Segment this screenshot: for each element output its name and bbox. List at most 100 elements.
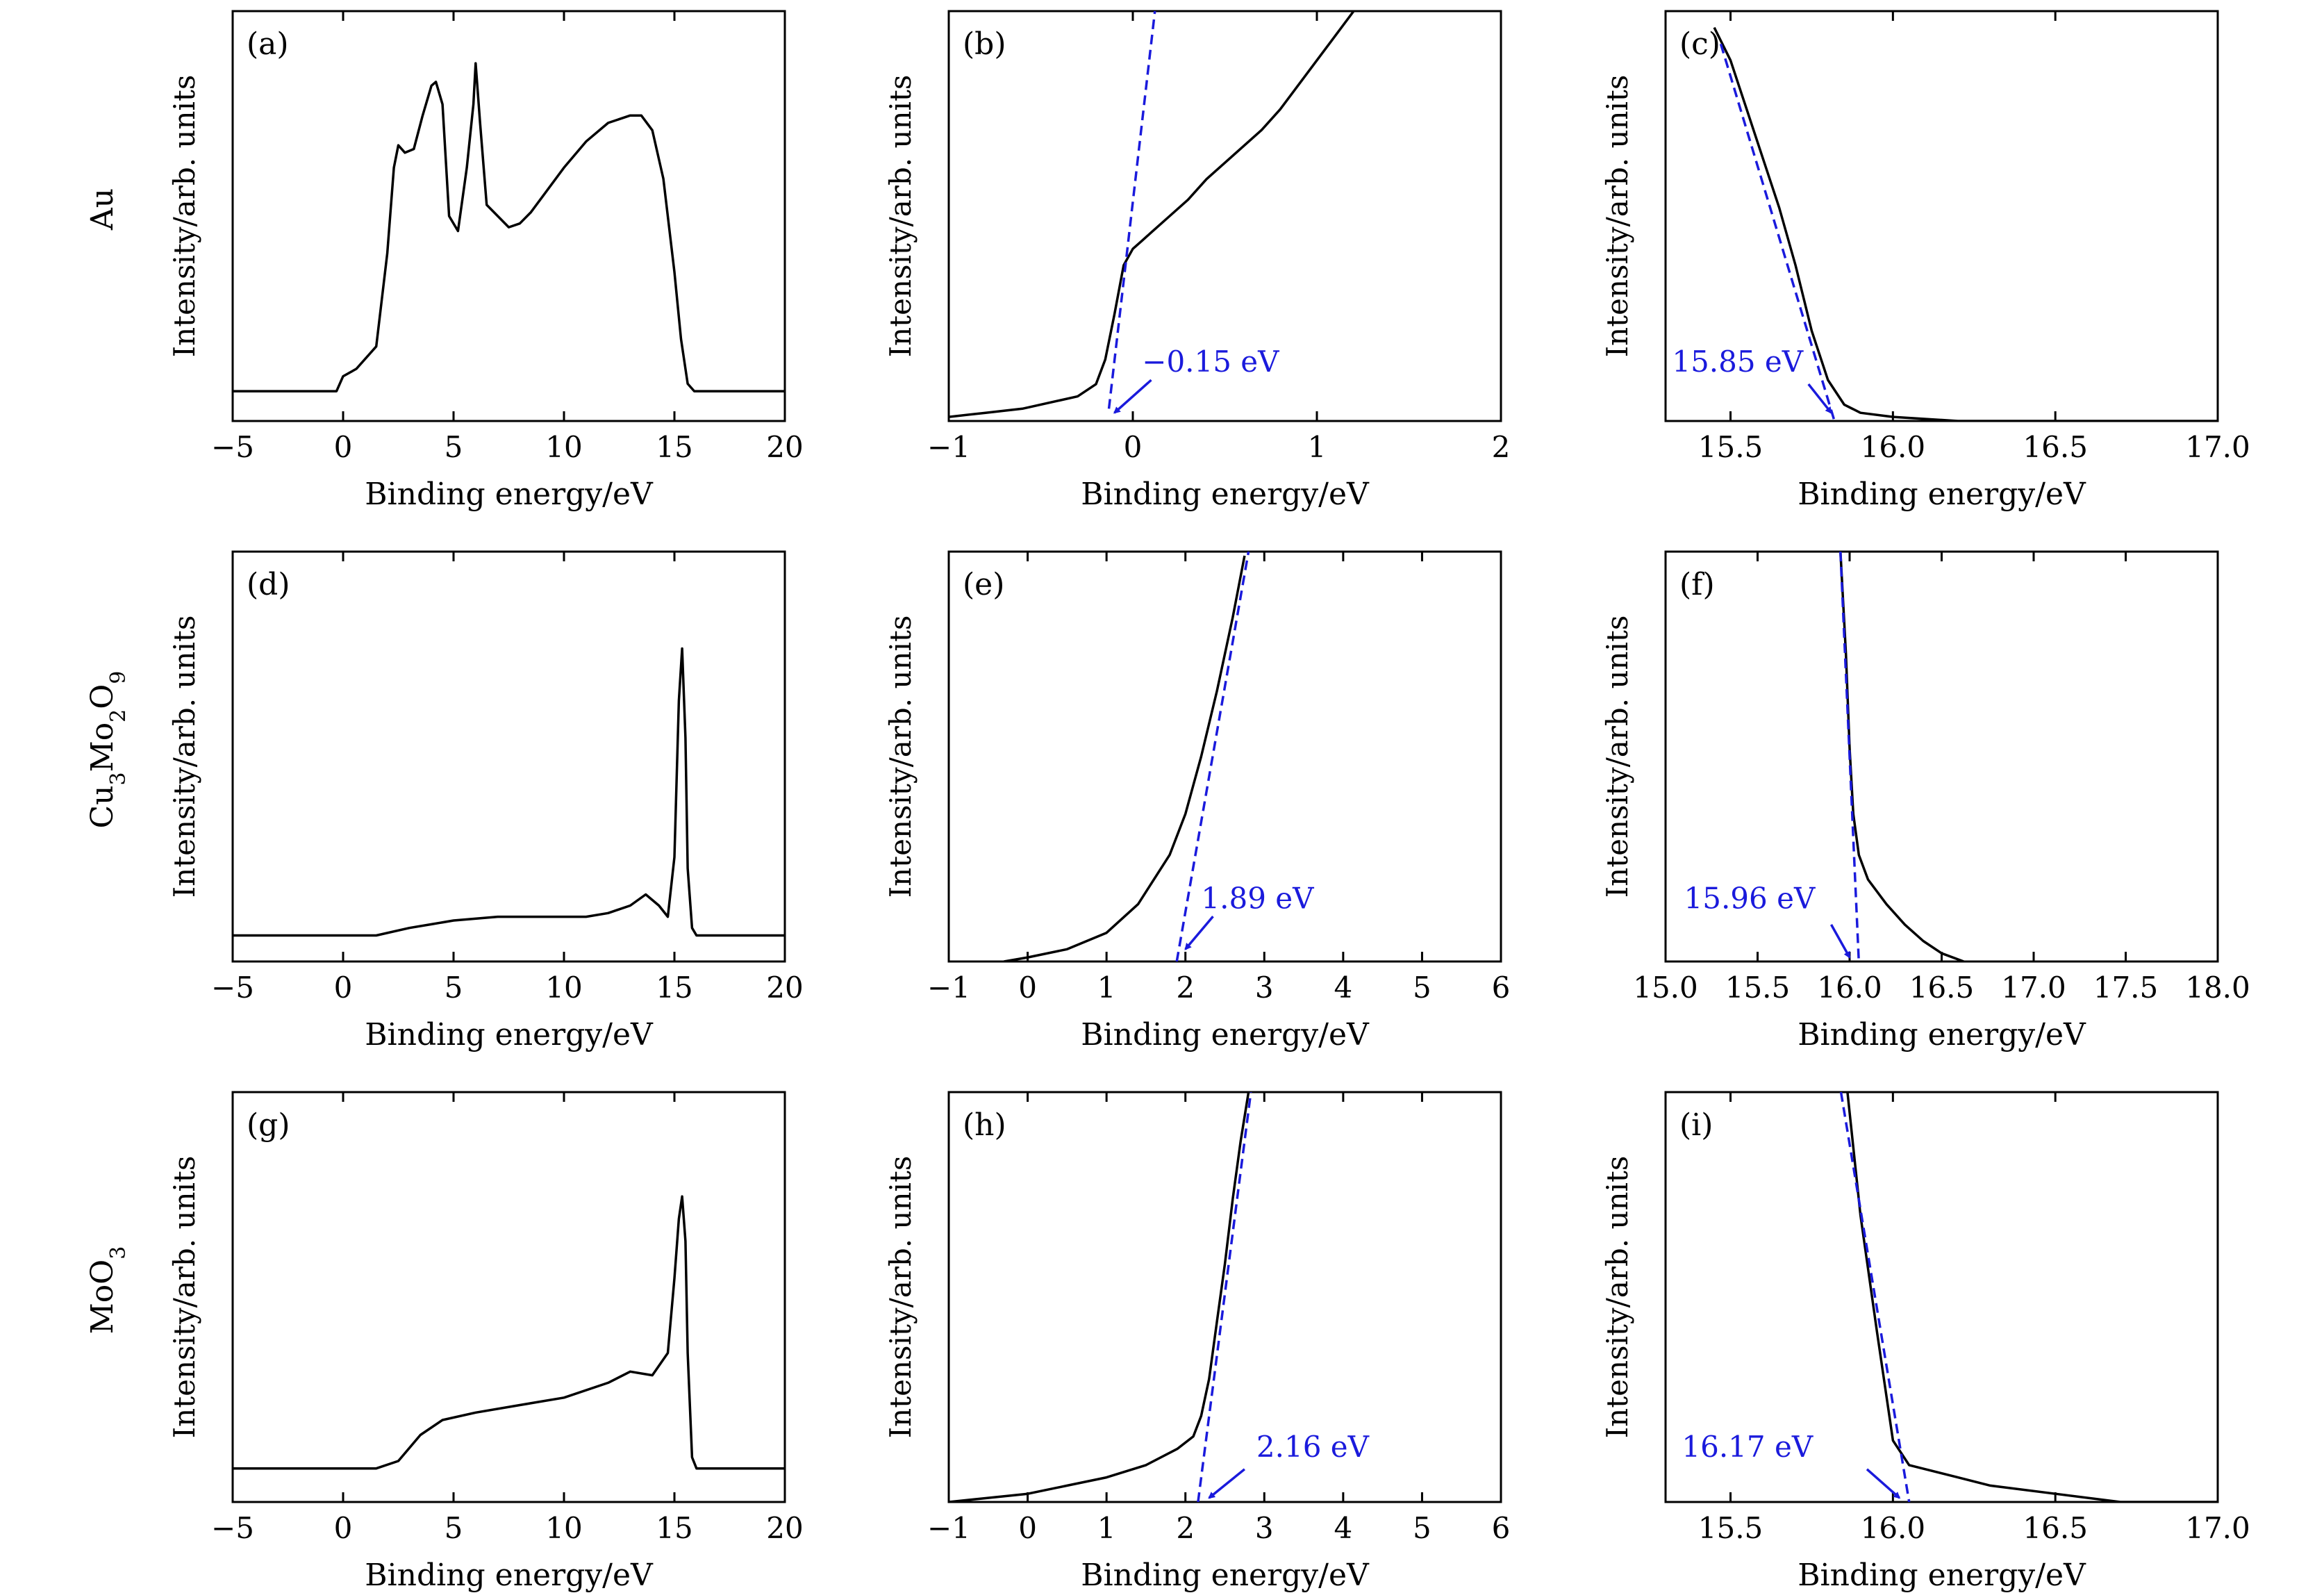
x-tick-label: 17.0 xyxy=(2185,1511,2250,1545)
panel-label: (d) xyxy=(247,567,290,602)
y-axis-label: Intensity/arb. units xyxy=(883,1156,918,1439)
x-tick-label: 20 xyxy=(766,430,803,464)
data-curve xyxy=(233,62,785,393)
x-tick-label: 0 xyxy=(1124,430,1143,464)
x-tick-label: −1 xyxy=(927,971,970,1005)
x-tick-label: 0 xyxy=(334,1511,353,1545)
annotation-label: −0.15 eV xyxy=(1142,345,1279,379)
annotation-arrow xyxy=(1807,383,1832,414)
data-curve xyxy=(949,11,1355,418)
plot-frame xyxy=(947,550,1502,963)
annotation-arrow xyxy=(1113,379,1152,414)
annotation-arrow xyxy=(1208,1468,1245,1499)
x-tick-label: 3 xyxy=(1255,1511,1274,1545)
panel-f: 15.0 15.5 16.0 16.5 17.0 17.5 18.0 Binding ener… xyxy=(1600,550,2250,1053)
panel-label: (a) xyxy=(247,26,289,62)
y-axis-label: Intensity/arb. units xyxy=(1600,616,1634,898)
data-curve xyxy=(1846,1092,2218,1502)
row-label: MoO3 xyxy=(85,1246,131,1335)
panel-a: −5 0 5 10 15 20 Binding energy/eV Intensity/arb… xyxy=(167,10,804,512)
annotation-label: 15.85 eV xyxy=(1672,345,1803,379)
x-tick-label: 17.0 xyxy=(2185,430,2250,464)
plot-frame xyxy=(947,1091,1502,1503)
plot-frame xyxy=(947,10,1502,422)
x-axis-label: Binding energy/eV xyxy=(1798,1017,2086,1053)
row-label: Cu3Mo2O9 xyxy=(85,671,131,829)
x-tick-label: 1 xyxy=(1308,430,1327,464)
x-tick-label: 5 xyxy=(1413,1511,1431,1545)
x-tick-label: −5 xyxy=(211,971,254,1005)
x-tick-label: 10 xyxy=(545,971,582,1005)
x-tick-label: 2 xyxy=(1176,971,1195,1005)
fit-line xyxy=(1839,1092,1911,1502)
x-tick-label: 15.0 xyxy=(1633,971,1698,1005)
x-tick-label: 5 xyxy=(445,430,463,464)
panel-g: −5 0 5 10 15 20 Binding energy/eV Intensity/arb… xyxy=(167,1091,804,1593)
x-tick-label: −1 xyxy=(927,1511,970,1545)
row-label: Au xyxy=(85,188,120,231)
x-tick-label: 15.5 xyxy=(1698,1511,1763,1545)
x-axis-label: Binding energy/eV xyxy=(1081,477,1370,512)
x-axis-label: Binding energy/eV xyxy=(1798,1558,2086,1593)
x-tick-label: 15.5 xyxy=(1698,430,1763,464)
panel-c: 15.5 16.0 16.5 17.0 Binding energy/eV Intensi… xyxy=(1600,10,2250,512)
x-tick-label: 16.0 xyxy=(1817,971,1882,1005)
fit-line xyxy=(1175,552,1250,961)
panel-d: −5 0 5 10 15 20 Binding energy/eV Intensity/arb… xyxy=(167,550,804,1053)
x-tick-label: 3 xyxy=(1255,971,1274,1005)
x-tick-label: 20 xyxy=(766,971,803,1005)
x-axis-label: Binding energy/eV xyxy=(1081,1017,1370,1053)
annotation-arrow xyxy=(1866,1468,1901,1499)
plot-frame xyxy=(231,10,786,422)
annotation-label: 16.17 eV xyxy=(1682,1430,1813,1464)
y-axis-label: Intensity/arb. units xyxy=(167,616,201,898)
fit-line xyxy=(1719,43,1836,421)
annotation-label: 2.16 eV xyxy=(1256,1430,1370,1464)
annotation-arrow xyxy=(1829,924,1851,959)
panel-label: (e) xyxy=(963,567,1004,602)
y-axis-label: Intensity/arb. units xyxy=(1600,75,1634,358)
x-tick-label: 16.5 xyxy=(1909,971,1975,1005)
fit-line xyxy=(1107,11,1156,409)
x-tick-label: 17.0 xyxy=(2001,971,2066,1005)
x-axis-label: Binding energy/eV xyxy=(1081,1558,1370,1593)
x-tick-label: 0 xyxy=(334,430,353,464)
data-curve xyxy=(233,647,785,937)
x-tick-label: 6 xyxy=(1492,1511,1511,1545)
panel-h: −1 0 1 2 3 4 5 6 Binding energy/eV Intensity/arb.… xyxy=(883,1091,1511,1593)
x-tick-label: 5 xyxy=(445,1511,463,1545)
x-tick-label: 1 xyxy=(1097,1511,1116,1545)
x-tick-label: 0 xyxy=(1018,971,1037,1005)
x-tick-label: 0 xyxy=(334,971,353,1005)
data-curve xyxy=(1004,555,1246,961)
data-curve xyxy=(949,1092,1250,1502)
annotation-arrow xyxy=(1184,915,1214,950)
x-tick-label: 4 xyxy=(1334,1511,1352,1545)
fit-line xyxy=(1839,552,1860,961)
panel-e: −1 0 1 2 3 4 5 6 Binding energy/eV Intensity/arb.… xyxy=(883,550,1510,1053)
x-tick-label: 18.0 xyxy=(2185,971,2250,1005)
x-tick-label: 4 xyxy=(1334,971,1352,1005)
row-labels: Au Cu3Mo2O9 MoO3 xyxy=(85,188,131,1334)
x-tick-label: 10 xyxy=(545,1511,582,1545)
x-tick-label: 16.5 xyxy=(2023,430,2088,464)
y-axis-label: Intensity/arb. units xyxy=(883,75,918,358)
panel-label: (h) xyxy=(963,1107,1006,1143)
y-axis-label: Intensity/arb. units xyxy=(883,616,918,898)
plot-frame xyxy=(231,550,786,963)
x-tick-label: −5 xyxy=(211,1511,254,1545)
x-tick-label: 20 xyxy=(766,1511,803,1545)
x-tick-label: 5 xyxy=(1413,971,1431,1005)
y-axis-label: Intensity/arb. units xyxy=(167,1156,201,1439)
x-axis-label: Binding energy/eV xyxy=(365,1017,654,1053)
plot-frame xyxy=(231,1091,786,1503)
plot-frame xyxy=(1664,1091,2219,1503)
x-tick-label: 15 xyxy=(656,430,692,464)
x-axis-label: Binding energy/eV xyxy=(365,1558,654,1593)
annotation-label: 1.89 eV xyxy=(1201,881,1314,915)
data-curve xyxy=(233,1195,785,1470)
x-tick-label: 10 xyxy=(545,430,582,464)
panel-label: (i) xyxy=(1679,1107,1713,1143)
